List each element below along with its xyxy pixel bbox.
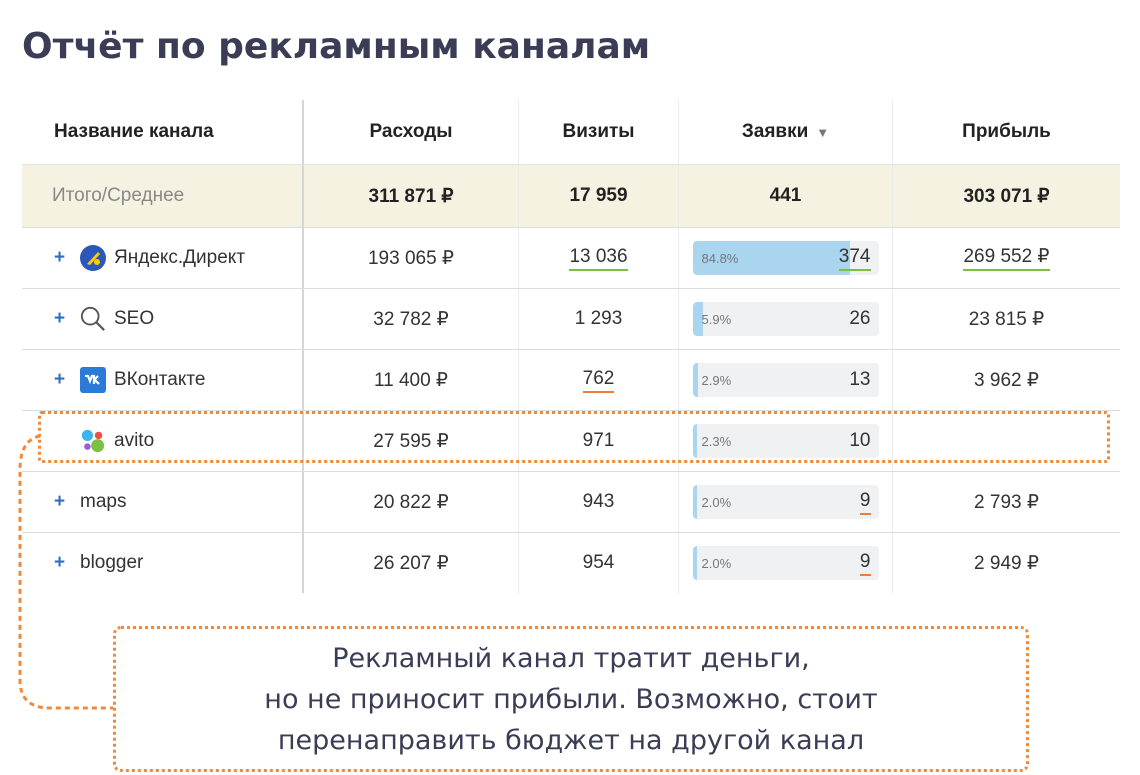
table-row[interactable]: + Яндекс.Директ 193 065 ₽ 13 036 84.8% 3… [22,228,1120,289]
table-row[interactable]: + SEO 32 782 ₽ 1 293 5.9% 26 23 815 ₽ [22,289,1120,350]
total-visits: 17 959 [519,165,679,227]
expenses-cell: 32 782 ₽ [304,289,519,349]
requests-pct: 84.8% [701,250,739,266]
expenses-cell: 26 207 ₽ [304,533,519,593]
page-title: Отчёт по рекламным каналам [22,26,651,67]
requests-bar: 84.8% 374 [692,241,879,275]
yandex-direct-icon [80,245,106,271]
header-channel[interactable]: Название канала [22,100,304,164]
requests-bar-fill [692,546,697,580]
callout-line-1: Рекламный канал тратит деньги, [332,642,810,674]
expand-button[interactable]: + [54,491,66,512]
expand-button[interactable]: + [54,308,66,329]
total-profit: 303 071 ₽ [963,185,1050,207]
total-label: Итого/Среднее [22,165,304,227]
requests-pct: 2.3% [701,433,732,449]
requests-value: 374 [838,246,871,271]
channel-name[interactable]: Яндекс.Директ [114,247,246,268]
visits-cell: 1 293 [519,289,679,349]
requests-bar-fill [692,485,697,519]
avito-icon [80,428,106,454]
table-row[interactable]: avito 27 595 ₽ 971 2.3% 10 [22,411,1120,472]
table-row[interactable]: + maps 20 822 ₽ 943 2.0% 9 2 793 ₽ [22,472,1120,533]
profit-cell: 23 815 ₽ [968,308,1045,330]
visits-cell: 943 [519,472,679,532]
header-channel-label: Название канала [54,121,214,142]
expenses-cell: 27 595 ₽ [304,411,519,471]
callout-line-2: но не приносит прибыли. Возможно, стоит [264,683,878,715]
visits-cell: 971 [519,411,679,471]
channels-table: Название канала Расходы Визиты Заявки ▼ П… [22,100,1120,593]
requests-bar-fill [692,241,851,275]
table-row[interactable]: + ВКонтакте 11 400 ₽ 762 2.9% 13 3 962 ₽ [22,350,1120,411]
expand-button[interactable]: + [54,369,66,390]
expenses-cell: 20 822 ₽ [304,472,519,532]
header-expenses[interactable]: Расходы [304,100,519,164]
requests-value: 13 [849,369,871,390]
profit-cell: 269 552 ₽ [963,245,1050,271]
requests-value: 26 [849,308,871,329]
requests-bar-fill [692,424,697,458]
expenses-cell: 193 065 ₽ [304,228,519,288]
table-header: Название канала Расходы Визиты Заявки ▼ П… [22,100,1120,165]
requests-pct: 5.9% [701,311,732,327]
visits-cell: 762 [582,368,615,393]
visits-cell: 954 [519,533,679,593]
header-profit[interactable]: Прибыль [893,100,1120,164]
requests-bar-fill [692,302,704,336]
profit-cell: 3 962 ₽ [974,369,1039,391]
requests-bar-fill [692,363,698,397]
header-profit-label: Прибыль [962,121,1051,142]
total-expenses: 311 871 ₽ [304,165,519,227]
channel-name[interactable]: maps [80,491,127,512]
requests-bar: 2.3% 10 [692,424,879,458]
profit-cell: 2 793 ₽ [974,491,1039,513]
sort-down-icon[interactable]: ▼ [816,124,830,140]
header-requests-label: Заявки [741,121,809,142]
callout-box: Рекламный канал тратит деньги, но не при… [113,626,1029,772]
expand-button[interactable]: + [54,552,66,573]
callout-line-3: перенаправить бюджет на другой канал [277,724,865,756]
magnifier-icon [80,306,106,332]
requests-value: 10 [849,430,871,451]
expenses-cell: 11 400 ₽ [304,350,519,410]
vk-icon [80,367,106,393]
header-visits[interactable]: Визиты [519,100,679,164]
header-expenses-label: Расходы [369,121,453,142]
requests-bar: 5.9% 26 [692,302,879,336]
visits-cell: 13 036 [569,246,628,271]
requests-pct: 2.9% [701,372,732,388]
channel-name[interactable]: avito [114,430,155,451]
requests-bar: 2.9% 13 [692,363,879,397]
header-requests[interactable]: Заявки ▼ [679,100,893,164]
total-requests: 441 [679,165,893,227]
channel-name[interactable]: SEO [114,308,155,329]
table-row[interactable]: + blogger 26 207 ₽ 954 2.0% 9 2 949 ₽ [22,533,1120,593]
requests-bar: 2.0% 9 [692,485,879,519]
requests-value: 9 [859,551,871,576]
header-visits-label: Визиты [562,121,635,142]
total-row: Итого/Среднее 311 871 ₽ 17 959 441 303 0… [22,165,1120,228]
requests-value: 9 [859,490,871,515]
expand-button[interactable]: + [54,247,66,268]
requests-pct: 2.0% [701,494,732,510]
profit-cell: 2 949 ₽ [974,552,1039,574]
channel-name[interactable]: blogger [80,552,144,573]
channel-name[interactable]: ВКонтакте [114,369,206,390]
requests-bar: 2.0% 9 [692,546,879,580]
requests-pct: 2.0% [701,555,732,571]
